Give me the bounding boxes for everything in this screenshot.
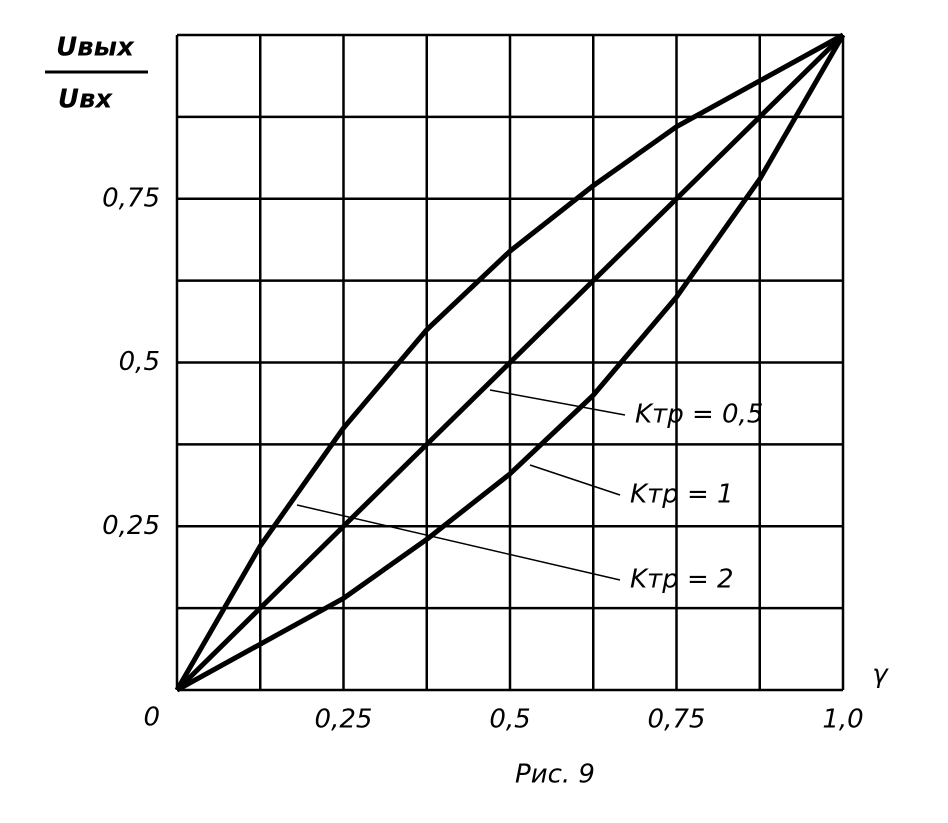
y-tick-label: 0,5 bbox=[119, 347, 160, 377]
y-tick-label: 0,25 bbox=[102, 511, 160, 541]
x-tick-label: 0,25 bbox=[315, 705, 373, 735]
y-tick-label: 0 bbox=[143, 703, 160, 733]
x-tick-label: 0,75 bbox=[648, 705, 706, 735]
curve bbox=[175, 33, 846, 693]
curve-label: Kтр = 2 bbox=[630, 565, 734, 595]
caption: Рис. 9 bbox=[515, 760, 595, 790]
leader-line bbox=[489, 389, 626, 416]
curve-label: Kтр = 1 bbox=[630, 480, 734, 510]
x-tick-label: 0,5 bbox=[489, 705, 530, 735]
x-tick-label: 1,0 bbox=[822, 705, 863, 735]
curve bbox=[174, 32, 845, 692]
leader-line bbox=[529, 464, 621, 496]
y-label-bottom: Uвх bbox=[58, 85, 114, 115]
curve bbox=[175, 33, 845, 692]
y-tick-label: 0,75 bbox=[102, 183, 160, 213]
y-label-top: Uвых bbox=[56, 33, 135, 63]
curve-label: Kтр = 0,5 bbox=[635, 400, 763, 430]
x-label: γ bbox=[872, 660, 889, 690]
